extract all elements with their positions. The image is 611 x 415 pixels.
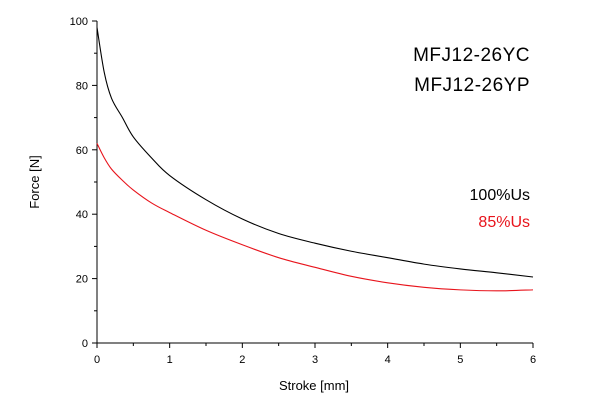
model-label-1: MFJ12-26YC [413, 45, 530, 66]
x-tick-label: 2 [239, 354, 245, 366]
x-axis-ticks: 0 1 2 3 4 5 6 [94, 343, 536, 366]
y-tick-label: 60 [76, 145, 88, 157]
series-line-100us [96, 27, 534, 278]
legend-label-100: 100%Us [470, 187, 530, 204]
x-axis-title: Stroke [mm] [279, 378, 349, 393]
x-tick-label: 5 [457, 354, 463, 366]
x-tick-label: 6 [530, 354, 536, 366]
y-axis-ticks: 0 20 40 60 80 100 [70, 16, 97, 350]
axes [96, 21, 533, 344]
legend-label-85: 85%Us [478, 214, 530, 231]
y-axis-title: Force [N] [27, 155, 42, 208]
y-tick-label: 40 [76, 209, 88, 221]
series-line-85us [96, 143, 534, 292]
y-tick-label: 80 [76, 80, 88, 92]
y-tick-label: 100 [70, 16, 88, 28]
series-layer [96, 27, 534, 292]
y-tick-label: 0 [82, 338, 88, 350]
x-tick-label: 1 [167, 354, 173, 366]
x-tick-label: 3 [312, 354, 318, 366]
y-tick-label: 20 [76, 274, 88, 286]
x-tick-label: 0 [94, 354, 100, 366]
model-label-2: MFJ12-26YP [414, 75, 530, 96]
x-tick-label: 4 [385, 354, 391, 366]
